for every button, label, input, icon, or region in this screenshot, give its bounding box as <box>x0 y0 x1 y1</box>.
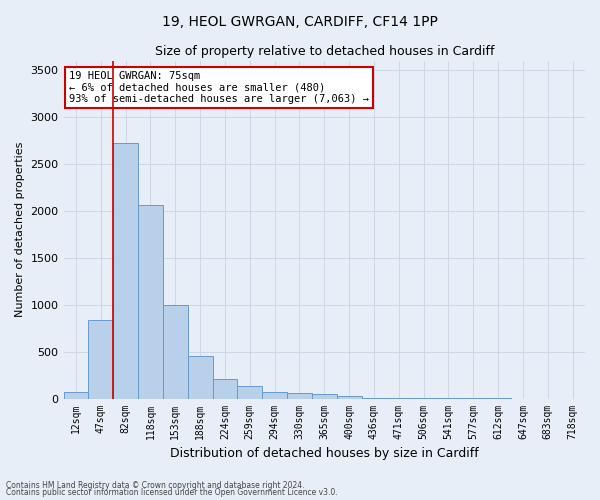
Bar <box>113 143 138 399</box>
Text: Contains HM Land Registry data © Crown copyright and database right 2024.: Contains HM Land Registry data © Crown c… <box>6 480 305 490</box>
Bar <box>262 392 287 398</box>
Bar <box>138 205 163 398</box>
Text: Contains public sector information licensed under the Open Government Licence v3: Contains public sector information licen… <box>6 488 338 497</box>
Title: Size of property relative to detached houses in Cardiff: Size of property relative to detached ho… <box>155 45 494 58</box>
Bar <box>163 304 188 398</box>
Bar <box>188 356 212 399</box>
Bar <box>64 392 88 398</box>
X-axis label: Distribution of detached houses by size in Cardiff: Distribution of detached houses by size … <box>170 447 479 460</box>
Bar <box>337 396 362 398</box>
Bar <box>212 379 238 398</box>
Y-axis label: Number of detached properties: Number of detached properties <box>15 142 25 317</box>
Bar <box>238 386 262 398</box>
Bar <box>312 394 337 398</box>
Text: 19, HEOL GWRGAN, CARDIFF, CF14 1PP: 19, HEOL GWRGAN, CARDIFF, CF14 1PP <box>162 15 438 29</box>
Text: 19 HEOL GWRGAN: 75sqm
← 6% of detached houses are smaller (480)
93% of semi-deta: 19 HEOL GWRGAN: 75sqm ← 6% of detached h… <box>69 70 369 104</box>
Bar <box>88 320 113 398</box>
Bar <box>287 393 312 398</box>
